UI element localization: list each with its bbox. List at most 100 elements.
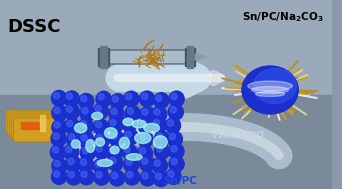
Circle shape [67,132,82,147]
Circle shape [108,117,123,133]
Circle shape [168,120,174,126]
Circle shape [94,132,109,148]
Circle shape [65,118,80,134]
Ellipse shape [104,128,117,138]
Circle shape [140,170,155,186]
Circle shape [155,143,170,159]
Circle shape [107,145,122,161]
FancyBboxPatch shape [14,118,58,142]
Ellipse shape [252,87,289,94]
Ellipse shape [86,139,95,153]
Circle shape [108,155,123,171]
Circle shape [96,134,103,141]
Circle shape [81,96,87,102]
Circle shape [140,148,146,154]
Circle shape [66,169,81,185]
Circle shape [166,118,181,133]
Circle shape [93,103,108,119]
Circle shape [154,160,160,166]
Circle shape [110,157,116,164]
Ellipse shape [253,68,296,104]
Circle shape [95,105,102,112]
Circle shape [142,158,148,164]
Circle shape [140,134,146,140]
Circle shape [168,104,183,120]
Circle shape [169,133,175,140]
Circle shape [140,91,155,107]
Circle shape [125,106,140,121]
Circle shape [81,171,87,178]
Circle shape [79,132,94,148]
Circle shape [110,94,126,109]
Circle shape [51,90,67,106]
Circle shape [54,122,60,128]
Circle shape [69,134,75,140]
Circle shape [168,171,174,177]
Circle shape [127,108,133,114]
Circle shape [138,132,153,147]
Circle shape [109,170,124,186]
Circle shape [126,93,132,100]
Circle shape [169,91,184,107]
Text: $\mathbf{Sn/PC/Na_2CO_3}$: $\mathbf{Sn/PC/Na_2CO_3}$ [242,10,324,24]
Circle shape [78,157,94,173]
Circle shape [155,131,170,146]
Ellipse shape [123,118,133,126]
Circle shape [98,93,104,100]
Circle shape [111,173,118,179]
Circle shape [169,156,184,172]
Circle shape [171,93,177,100]
Circle shape [80,121,87,127]
Circle shape [67,120,73,127]
Circle shape [80,145,95,161]
Circle shape [79,93,94,109]
Circle shape [64,91,79,107]
Circle shape [66,146,72,153]
Circle shape [124,169,140,185]
FancyBboxPatch shape [10,114,54,138]
Circle shape [111,133,118,139]
Circle shape [96,172,102,178]
Circle shape [140,120,146,127]
Ellipse shape [132,120,146,128]
Circle shape [138,118,153,134]
Circle shape [52,105,67,121]
Circle shape [95,121,102,128]
Bar [0,0,332,95]
Circle shape [124,119,130,125]
Circle shape [142,109,148,115]
Circle shape [96,91,111,107]
Bar [98,48,109,66]
Ellipse shape [135,132,151,143]
Ellipse shape [92,112,103,120]
Ellipse shape [126,154,142,160]
Circle shape [154,171,169,187]
Circle shape [122,144,137,160]
Circle shape [126,159,132,165]
Circle shape [153,119,160,126]
Circle shape [81,135,87,141]
Ellipse shape [255,91,285,97]
Polygon shape [195,54,207,60]
Circle shape [166,169,181,184]
Ellipse shape [71,140,80,148]
Ellipse shape [119,137,129,149]
Text: Washing: Washing [212,128,265,141]
Circle shape [96,146,102,152]
Circle shape [54,107,60,114]
Circle shape [112,96,119,102]
Text: DSSC: DSSC [8,18,61,36]
Circle shape [94,143,109,159]
Ellipse shape [144,123,159,133]
Circle shape [167,131,182,147]
Circle shape [53,171,60,177]
Circle shape [140,156,155,171]
Circle shape [151,117,167,133]
Circle shape [51,169,67,184]
Circle shape [127,171,133,178]
Circle shape [125,131,131,138]
Ellipse shape [97,160,113,167]
Circle shape [66,156,81,172]
FancyBboxPatch shape [8,112,52,136]
Circle shape [171,158,177,165]
